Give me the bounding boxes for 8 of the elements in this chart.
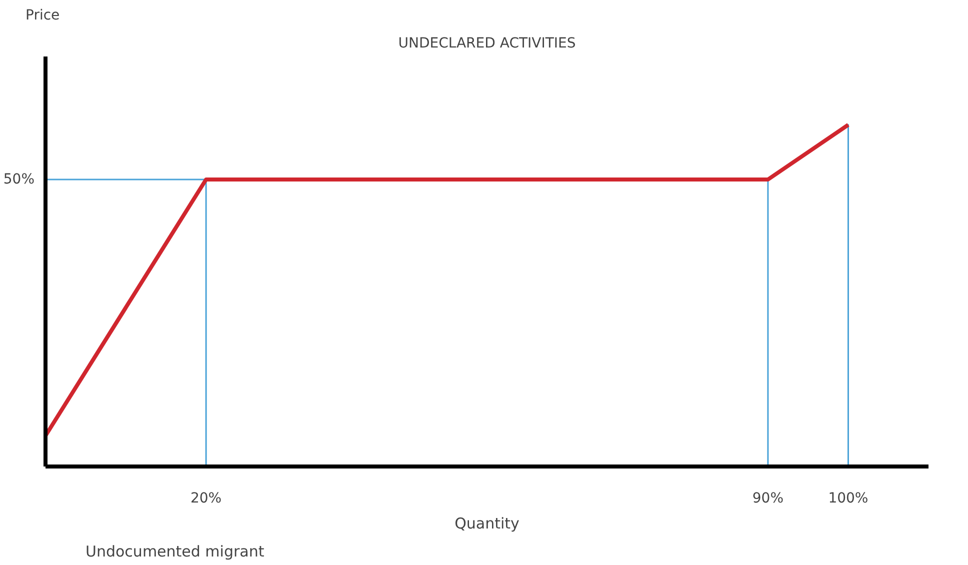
- text: Undocumented migrant: [86, 542, 264, 560]
- x-axis-title: Quantity: [454, 514, 520, 532]
- x-tick-label: 20%: [190, 490, 222, 506]
- chart-title: UNDECLARED ACTIVITIES: [398, 36, 576, 52]
- text: Price: [26, 8, 60, 24]
- text: 50%: [3, 172, 35, 188]
- x-tick-label: 100%: [828, 490, 868, 506]
- x-tick-label: 90%: [752, 490, 784, 506]
